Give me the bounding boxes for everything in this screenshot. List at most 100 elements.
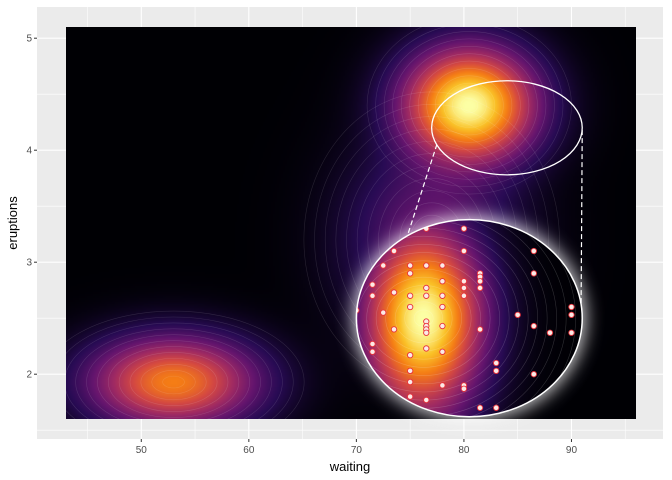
data-point [369, 281, 376, 288]
zoom-source-ellipse [431, 80, 583, 176]
contour-line [86, 334, 261, 419]
data-point [476, 326, 484, 333]
data-point [423, 262, 430, 269]
data-point [460, 247, 468, 255]
contour-line [451, 90, 487, 121]
data-point [390, 326, 398, 333]
inset-contour-line [356, 219, 567, 417]
data-point [568, 329, 575, 336]
data-point [493, 367, 500, 374]
data-point [423, 345, 430, 352]
contour-line [417, 60, 521, 151]
data-point [476, 278, 484, 285]
data-point [407, 270, 414, 277]
y-axis-title: eruptions [5, 196, 20, 250]
data-point [546, 329, 554, 336]
inset-contour-line [394, 293, 453, 344]
data-point [369, 340, 376, 348]
data-point [439, 348, 446, 355]
contour-line [107, 346, 240, 418]
data-point [460, 225, 468, 232]
inset-contour-line [404, 301, 443, 335]
contour-line [151, 369, 196, 395]
contour-line [66, 316, 294, 419]
contour-line [434, 75, 504, 136]
inset-contour-line [385, 285, 462, 352]
contour-line [443, 82, 496, 128]
data-point [460, 278, 468, 285]
inset-points [356, 225, 575, 411]
data-point [423, 284, 430, 292]
density-contours [66, 27, 572, 419]
contour-line [140, 363, 207, 401]
data-point [369, 292, 376, 299]
contour-line [66, 322, 283, 419]
contour-line [375, 27, 564, 187]
contour-line [366, 27, 572, 195]
zoom-connector-left [406, 144, 438, 237]
x-tick-label: 60 [243, 445, 255, 456]
inset-heatmap [356, 219, 583, 417]
contour-line [426, 68, 513, 143]
inset-contour-line [366, 268, 481, 368]
contour-line [400, 45, 538, 165]
inset-contour-line [356, 244, 510, 393]
y-axis: 2 3 4 5 [26, 34, 37, 381]
data-point [530, 270, 537, 277]
data-point [476, 284, 484, 292]
y-tick-label: 5 [26, 34, 32, 45]
data-point [423, 396, 430, 404]
data-point [423, 329, 430, 336]
data-point [514, 311, 521, 318]
contour-line [66, 310, 305, 419]
data-point [390, 289, 398, 296]
x-axis-title: waiting [329, 459, 370, 474]
data-point [407, 378, 414, 386]
data-point [476, 404, 484, 411]
data-point [407, 303, 414, 311]
contour-line [129, 358, 218, 406]
x-tick-label: 80 [458, 445, 470, 456]
data-point [380, 262, 387, 269]
data-point [568, 311, 575, 318]
contour-line [383, 31, 555, 180]
data-point [407, 352, 414, 359]
data-point [356, 307, 360, 314]
inset-contour-line [356, 260, 491, 376]
y-tick-label: 2 [26, 370, 32, 381]
data-point [439, 262, 446, 269]
contour-line [460, 97, 479, 114]
inset-contour-line [356, 252, 500, 385]
data-point [439, 278, 446, 285]
data-point [568, 303, 575, 311]
data-point [407, 367, 414, 374]
data-point [423, 292, 430, 299]
data-point [530, 247, 537, 255]
data-point [493, 404, 500, 411]
data-point [460, 292, 468, 299]
data-point [390, 247, 398, 255]
inset-ellipse [355, 218, 583, 418]
data-point [407, 292, 414, 299]
zoom-connector-right [580, 130, 583, 307]
data-point [369, 348, 376, 355]
data-point [407, 393, 414, 400]
data-point [460, 385, 468, 392]
contour-line [97, 340, 251, 419]
contour-line [392, 38, 547, 173]
x-tick-label: 50 [136, 445, 148, 456]
x-tick-label: 70 [351, 445, 363, 456]
contour-line [118, 352, 229, 412]
data-point [439, 303, 446, 311]
x-tick-label: 90 [566, 445, 578, 456]
x-axis: 50 60 70 80 90 [136, 439, 578, 456]
inset-contour-line [375, 276, 472, 360]
data-point [530, 322, 537, 330]
contour-line [409, 53, 530, 158]
inset-contour-line [356, 219, 576, 417]
data-point [380, 309, 387, 316]
data-point [460, 284, 468, 292]
contour-line [75, 328, 272, 419]
inset-contour-line [356, 219, 557, 417]
